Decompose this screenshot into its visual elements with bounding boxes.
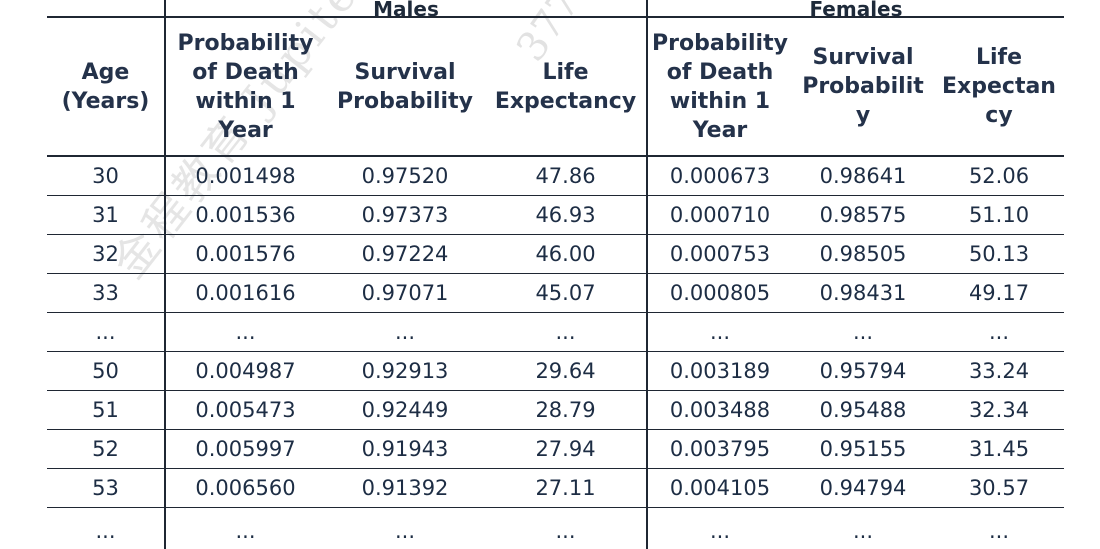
male-life-expectancy-cell: 29.64 bbox=[485, 351, 648, 391]
female-life-expectancy-cell: ... bbox=[934, 312, 1064, 352]
male-life-expectancy-cell: ... bbox=[485, 507, 648, 549]
male-survival-cell: 0.92913 bbox=[325, 351, 485, 391]
males-group-header: Males bbox=[165, 0, 648, 19]
table-row: ..................... bbox=[47, 507, 1064, 549]
male-prob-death-cell: 0.005997 bbox=[165, 429, 325, 469]
female-life-expectancy-cell: 33.24 bbox=[934, 351, 1064, 391]
male-prob-death-cell: ... bbox=[165, 312, 325, 352]
female-prob-death-cell: 0.000805 bbox=[647, 273, 792, 313]
male-survival-cell: ... bbox=[325, 312, 485, 352]
male-life-expectancy-cell: 47.86 bbox=[485, 156, 648, 196]
females-group-header: Females bbox=[647, 0, 1064, 19]
female-prob-death-cell: ... bbox=[709, 519, 731, 543]
male-survival-cell: 0.91392 bbox=[325, 468, 485, 508]
female-prob-death-cell: 0.003795 bbox=[647, 429, 792, 469]
table-body: 30 0.001498 0.97520 47.86 0.000673 0.98641 52.… bbox=[47, 156, 1064, 549]
male-survival-cell: ... bbox=[394, 519, 416, 543]
male-survival-cell: 0.97520 bbox=[325, 156, 485, 196]
age-cell: ... bbox=[47, 312, 166, 352]
table-row: 53 0.006560 0.91392 27.11 0.004105 0.94794 30.… bbox=[47, 468, 1064, 508]
male-prob-death-cell: 0.001576 bbox=[165, 234, 325, 274]
female-survival-cell: 0.98575 bbox=[792, 195, 934, 235]
female-prob-death-cell: 0.004105 bbox=[647, 468, 792, 508]
male-life-expectancy-cell: 27.94 bbox=[485, 429, 648, 469]
age-cell: 30 bbox=[47, 156, 166, 196]
male-life-expectancy-cell: 45.07 bbox=[485, 273, 648, 313]
male-prob-death-cell: 0.001616 bbox=[165, 273, 325, 313]
age-group-spacer bbox=[47, 0, 166, 18]
table-row: 33 0.001616 0.97071 45.07 0.000805 0.98431 49.… bbox=[47, 273, 1064, 313]
male-survival-cell: 0.97373 bbox=[325, 195, 485, 235]
male-survival-header: Survival Probability bbox=[325, 17, 485, 157]
male-prob-death-cell: 0.001498 bbox=[165, 156, 325, 196]
female-survival-cell: 0.98431 bbox=[792, 273, 934, 313]
female-survival-cell: 0.95488 bbox=[792, 390, 934, 430]
life-table: Males Females Age (Years) Probability of… bbox=[47, 0, 1064, 549]
age-cell: 53 bbox=[47, 468, 166, 508]
female-life-expectancy-cell: 51.10 bbox=[934, 195, 1064, 235]
male-prob-death-cell: 0.005473 bbox=[165, 390, 325, 430]
female-life-expectancy-cell: 50.13 bbox=[934, 234, 1064, 274]
female-life-expectancy-cell: 49.17 bbox=[934, 273, 1064, 313]
male-prob-death-cell: 0.006560 bbox=[165, 468, 325, 508]
male-life-expectancy-header: Life Expectancy bbox=[485, 17, 648, 157]
female-prob-death-header: Probability of Death within 1 Year bbox=[647, 17, 792, 157]
table-row: 32 0.001576 0.97224 46.00 0.000753 0.98505 50.… bbox=[47, 234, 1064, 274]
male-prob-death-cell: ... bbox=[235, 519, 256, 543]
female-survival-cell: 0.95155 bbox=[792, 429, 934, 469]
female-survival-cell: 0.95794 bbox=[792, 351, 934, 391]
age-cell: ... bbox=[47, 507, 166, 549]
table-row: 30 0.001498 0.97520 47.86 0.000673 0.98641 52.… bbox=[47, 156, 1064, 196]
male-prob-death-cell: 0.001536 bbox=[165, 195, 325, 235]
male-life-expectancy-cell: 46.93 bbox=[485, 195, 648, 235]
female-survival-cell: ... bbox=[852, 519, 874, 543]
female-life-expectancy-cell: 31.45 bbox=[934, 429, 1064, 469]
age-cell: 52 bbox=[47, 429, 166, 469]
male-life-expectancy-cell: ... bbox=[485, 312, 648, 352]
age-cell: 31 bbox=[47, 195, 166, 235]
table-row: 51 0.005473 0.92449 28.79 0.003488 0.95488 32.… bbox=[47, 390, 1064, 430]
female-prob-death-cell: 0.003189 bbox=[647, 351, 792, 391]
age-header: Age (Years) bbox=[47, 17, 166, 157]
female-prob-death-cell: 0.000753 bbox=[647, 234, 792, 274]
female-prob-death-cell: 0.000710 bbox=[647, 195, 792, 235]
female-survival-header: Survival Probabilit y bbox=[792, 17, 934, 157]
male-survival-cell: 0.92449 bbox=[325, 390, 485, 430]
female-life-expectancy-header: Life Expectan cy bbox=[934, 17, 1064, 157]
female-prob-death-cell: ... bbox=[647, 312, 792, 352]
table-row: 50 0.004987 0.92913 29.64 0.003189 0.95794 33.… bbox=[47, 351, 1064, 391]
column-header-row: Age (Years) Probability of Death within … bbox=[47, 17, 1064, 157]
female-survival-cell: 0.98641 bbox=[792, 156, 934, 196]
male-survival-cell: 0.97224 bbox=[325, 234, 485, 274]
female-survival-cell: ... bbox=[792, 312, 934, 352]
male-life-expectancy-cell: 27.11 bbox=[485, 468, 648, 508]
table-row: 31 0.001536 0.97373 46.93 0.000710 0.98575 51.… bbox=[47, 195, 1064, 235]
female-survival-cell: 0.98505 bbox=[792, 234, 934, 274]
male-survival-cell: 0.97071 bbox=[325, 273, 485, 313]
female-life-expectancy-cell: 52.06 bbox=[934, 156, 1064, 196]
age-cell: 32 bbox=[47, 234, 166, 274]
age-cell: 33 bbox=[47, 273, 166, 313]
female-prob-death-cell: 0.000673 bbox=[647, 156, 792, 196]
female-life-expectancy-cell: ... bbox=[988, 519, 1010, 543]
age-cell: 51 bbox=[47, 390, 166, 430]
male-prob-death-header: Probability of Death within 1 Year bbox=[165, 17, 325, 157]
female-prob-death-cell: 0.003488 bbox=[647, 390, 792, 430]
male-survival-cell: 0.91943 bbox=[325, 429, 485, 469]
female-life-expectancy-cell: 30.57 bbox=[934, 468, 1064, 508]
male-life-expectancy-cell: 28.79 bbox=[485, 390, 648, 430]
table-row: 52 0.005997 0.91943 27.94 0.003795 0.95155 31.… bbox=[47, 429, 1064, 469]
group-header-row: Males Females bbox=[47, 0, 1064, 19]
male-prob-death-cell: 0.004987 bbox=[165, 351, 325, 391]
female-survival-cell: 0.94794 bbox=[792, 468, 934, 508]
female-life-expectancy-cell: 32.34 bbox=[934, 390, 1064, 430]
male-life-expectancy-cell: 46.00 bbox=[485, 234, 648, 274]
table-row: ..................... bbox=[47, 312, 1064, 352]
age-cell: 50 bbox=[47, 351, 166, 391]
